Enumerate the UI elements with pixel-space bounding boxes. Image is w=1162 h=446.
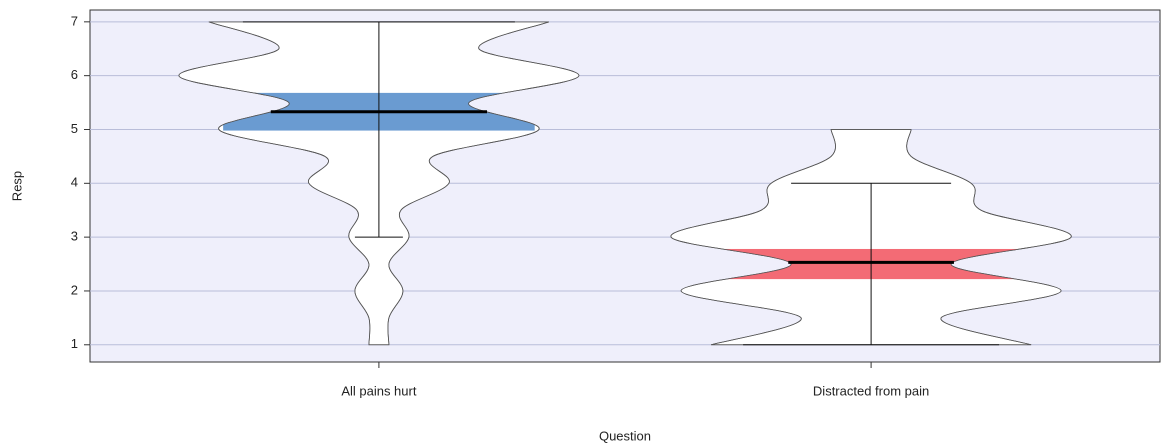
y-axis-label: Resp — [9, 171, 24, 201]
x-tick-label: All pains hurt — [341, 383, 417, 398]
y-tick-label: 2 — [71, 282, 78, 297]
x-tick-label: Distracted from pain — [813, 383, 929, 398]
violin-outline — [178, 21, 580, 346]
y-tick-label: 5 — [71, 121, 78, 136]
y-tick-label: 7 — [71, 13, 78, 28]
x-axis-label: Question — [599, 428, 651, 443]
y-tick-label: 1 — [71, 336, 78, 351]
y-tick-label: 6 — [71, 67, 78, 82]
y-tick-label: 3 — [71, 229, 78, 244]
y-tick-label: 4 — [71, 175, 78, 190]
violin-outline — [670, 129, 1072, 346]
